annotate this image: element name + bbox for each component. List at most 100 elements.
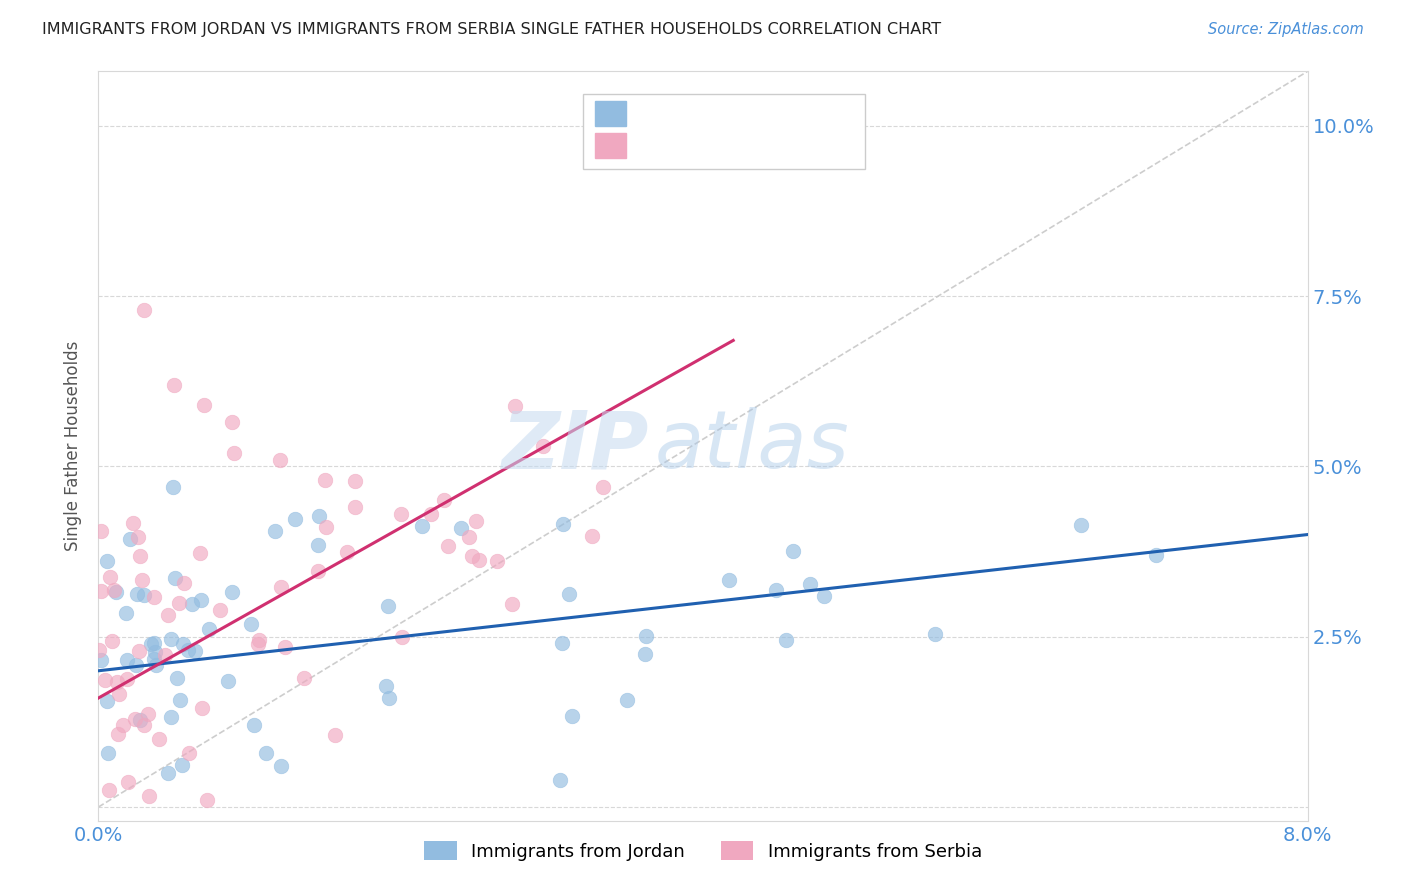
Point [97,746,120,760]
Point [98,570,121,584]
Point [243,718,266,732]
Point [148,731,170,746]
Point [94,673,117,687]
Text: IMMIGRANTS FROM JORDAN VS IMMIGRANTS FROM SERBIA SINGLE FATHER HOUSEHOLDS CORREL: IMMIGRANTS FROM JORDAN VS IMMIGRANTS FRO… [42,22,941,37]
Point [221,584,243,599]
Point [270,759,292,773]
Point [799,576,821,591]
Point [344,500,367,515]
Point [131,573,153,587]
Point [465,514,488,528]
Point [264,524,287,538]
Point [181,597,204,611]
Point [284,511,307,525]
Point [127,587,149,601]
Point [314,473,336,487]
Point [127,530,149,544]
Point [162,480,184,494]
Point [129,549,152,564]
Point [307,537,329,551]
Point [634,628,657,642]
Point [634,648,657,662]
Point [450,521,472,535]
Point [153,648,176,662]
Point [188,546,211,560]
Point [132,718,155,732]
Point [177,643,200,657]
Point [208,603,231,617]
Point [198,622,221,636]
Point [292,671,315,685]
Point [122,516,145,530]
Point [270,580,292,594]
Point [378,691,401,706]
Point [391,631,413,645]
Point [592,480,614,494]
Point [128,713,150,727]
Text: N =: N = [706,136,758,154]
Point [485,554,508,568]
Point [163,571,186,585]
Point [377,599,399,613]
Point [308,509,330,524]
Y-axis label: Single Father Households: Single Father Households [65,341,83,551]
Point [108,687,131,701]
Point [89,643,111,657]
Point [125,657,148,672]
Point [128,644,150,658]
Point [389,507,412,521]
Point [561,709,583,723]
Point [90,584,112,599]
Point [132,588,155,602]
Point [96,694,118,708]
Point [112,717,135,731]
Point [173,576,195,591]
Point [411,519,433,533]
Point [169,692,191,706]
Point [136,707,159,722]
Point [183,644,205,658]
Point [315,519,337,533]
Point [765,583,787,598]
Point [420,507,443,521]
Point [460,549,482,563]
Point [90,653,112,667]
Point [179,746,201,760]
Point [581,529,603,543]
Point [558,586,581,600]
Point [172,637,194,651]
Point [457,530,479,544]
Point [813,589,835,603]
Point [553,517,575,532]
Point [775,633,797,648]
Text: 67: 67 [751,136,773,154]
Point [156,607,179,622]
Point [107,727,129,741]
Point [531,439,554,453]
Text: 0.508: 0.508 [664,136,714,154]
Text: Source: ZipAtlas.com: Source: ZipAtlas.com [1208,22,1364,37]
Point [169,596,191,610]
Point [103,582,125,597]
Point [97,783,120,797]
Point [143,590,166,604]
Point [105,675,128,690]
Point [433,492,456,507]
Text: 64: 64 [751,104,773,122]
Point [172,758,194,772]
Point [139,637,162,651]
Point [374,679,396,693]
Point [117,653,139,667]
Point [1070,518,1092,533]
Point [157,766,180,780]
Point [249,632,271,647]
Point [269,452,291,467]
Point [104,584,127,599]
Point [274,640,297,655]
Point [163,377,186,392]
Point [96,554,118,568]
Point [343,474,366,488]
Point [221,415,243,429]
Point [468,552,491,566]
Text: ZIP: ZIP [501,407,648,485]
